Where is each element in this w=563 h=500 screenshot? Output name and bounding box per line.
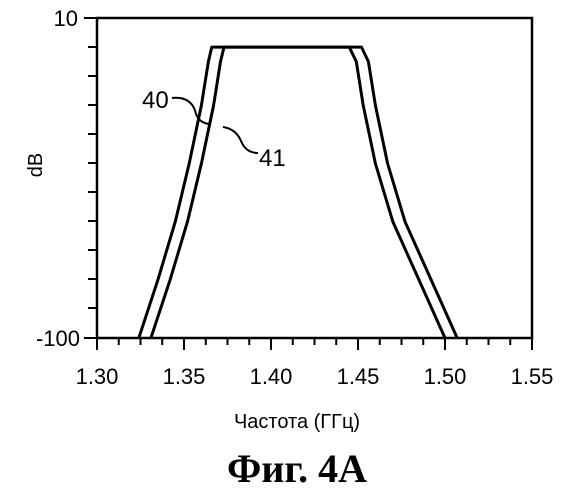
x-tick-label-1-30: 1.30 [76, 364, 119, 389]
x-tick-label-1-40: 1.40 [250, 364, 293, 389]
callout-label-40: 40 [142, 87, 169, 114]
y-ticks-left [84, 18, 97, 338]
y-axis-label: dB [25, 153, 47, 177]
series-line-40 [139, 47, 445, 338]
series-group [139, 47, 457, 338]
x-tick-label-1-45: 1.45 [337, 364, 380, 389]
callout-41: 41 [223, 127, 286, 172]
plot-frame [97, 18, 532, 338]
callout-label-41: 41 [259, 145, 286, 172]
y-tick-label-top: 10 [54, 6, 78, 31]
x-tick-labels: 1.30 1.35 1.40 1.45 1.50 1.55 [76, 364, 554, 389]
callout-leader-40 [172, 98, 211, 124]
figure-caption: Фиг. 4А [227, 446, 367, 491]
series-line-41 [151, 47, 457, 338]
y-tick-label-bottom: -100 [36, 326, 80, 351]
x-tick-label-1-35: 1.35 [163, 364, 206, 389]
callout-leader-41 [223, 127, 258, 153]
x-axis-label: Частота (ГГц) [234, 411, 360, 433]
x-ticks-bottom [97, 338, 532, 350]
x-tick-label-1-50: 1.50 [424, 364, 467, 389]
x-tick-label-1-55: 1.55 [511, 364, 554, 389]
